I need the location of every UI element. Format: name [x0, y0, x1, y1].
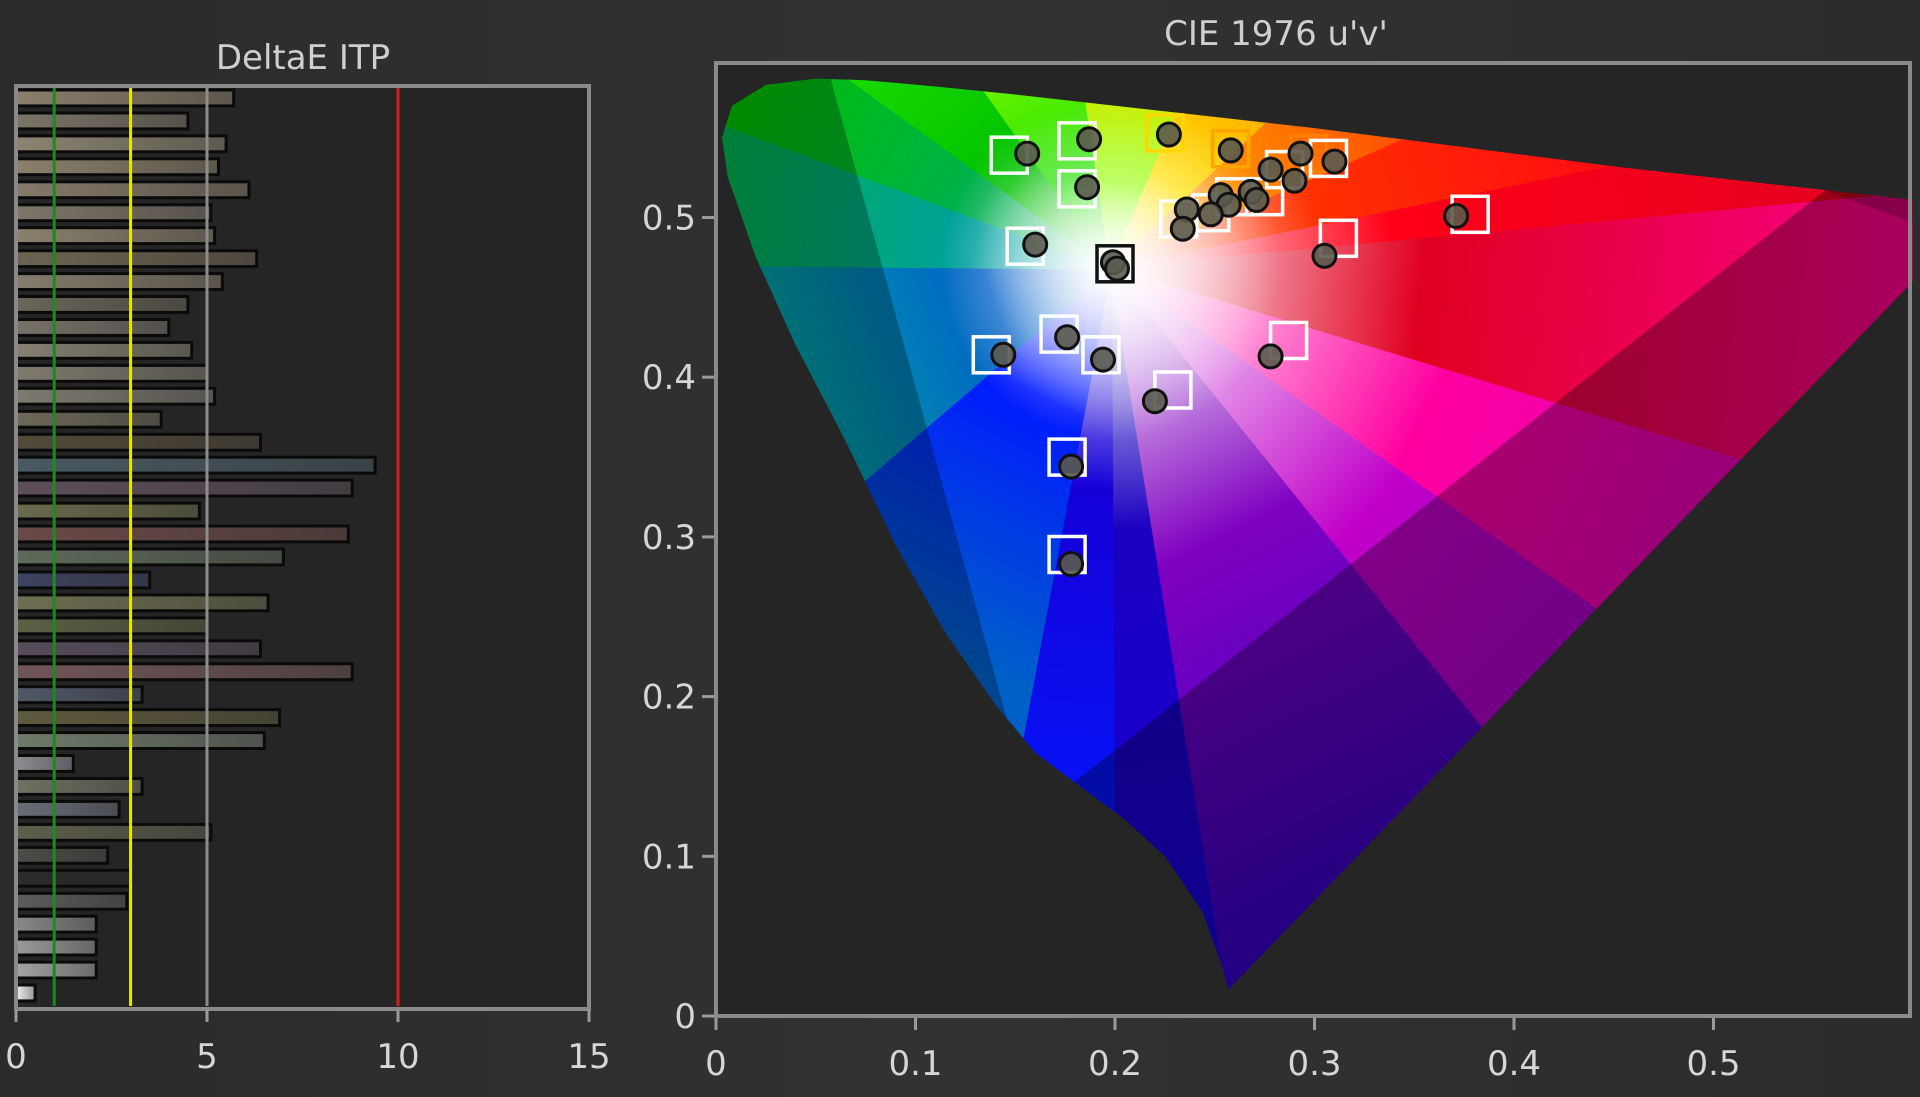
- deltae-bar: [14, 409, 163, 429]
- deltae-bar: [14, 960, 98, 980]
- deltae-bar: [14, 914, 98, 934]
- cie-chart-title: CIE 1976 u'v': [1164, 14, 1388, 54]
- cie-x-tick-label: 0.2: [1088, 1044, 1142, 1084]
- deltae-tick-label: 0: [5, 1037, 27, 1077]
- measured-point: [1155, 121, 1182, 148]
- cie-plot-frame: [714, 61, 1912, 1018]
- deltae-reference-lines: [52, 88, 400, 1006]
- measured-point: [1443, 202, 1470, 229]
- deltae-bar: [14, 524, 350, 544]
- deltae-bar: [14, 845, 110, 865]
- deltae-bar: [14, 363, 209, 383]
- deltae-bar: [14, 754, 75, 773]
- cie-y-tick-label: 0.4: [642, 358, 696, 398]
- measured-point: [1197, 201, 1224, 228]
- cie-x-tick-label: 0.1: [888, 1044, 942, 1084]
- cie-y-tick-label: 0.3: [642, 518, 696, 558]
- deltae-bar: [14, 180, 251, 200]
- deltae-bar: [14, 88, 236, 108]
- deltae-bar: [14, 111, 190, 131]
- deltae-bar: [14, 616, 209, 636]
- measured-point: [1022, 231, 1049, 258]
- deltae-bar: [14, 822, 213, 842]
- deltae-bar: [14, 272, 224, 292]
- gamut-shade-right: [1825, 169, 1913, 298]
- deltae-tick-label: 5: [196, 1037, 218, 1077]
- deltae-bar: [14, 983, 37, 1003]
- deltae-bar: [14, 662, 354, 682]
- target-square: [1081, 335, 1121, 375]
- deltae-bar: [14, 203, 213, 223]
- measured-point: [1090, 346, 1116, 373]
- measured-point: [1281, 167, 1308, 194]
- cie-measured-points: [990, 121, 1470, 577]
- cie-y-tick-label: 0.1: [642, 837, 696, 877]
- cie-x-tick-label: 0.5: [1686, 1044, 1740, 1084]
- deltae-bar: [14, 249, 259, 269]
- cie-y-tick-label: 0.2: [642, 678, 696, 718]
- deltae-bar: [14, 799, 121, 819]
- deltae-bar: [14, 386, 217, 406]
- measured-point: [1058, 551, 1085, 577]
- deltae-bar: [14, 478, 354, 498]
- deltae-bar: [14, 777, 144, 796]
- measured-point: [1311, 242, 1338, 269]
- measured-point: [1058, 453, 1085, 480]
- deltae-bar: [14, 295, 190, 314]
- deltae-bar: [14, 937, 98, 957]
- deltae-bar: [14, 547, 285, 567]
- cie-x-tick-label: 0: [705, 1044, 727, 1084]
- measured-point: [1243, 186, 1270, 213]
- deltae-bar: [14, 891, 129, 911]
- deltae-x-axis: 0 5 10 15: [5, 1010, 611, 1077]
- deltae-bar: [14, 226, 217, 246]
- deltae-plot-frame: [14, 84, 591, 1011]
- deltae-bar: [14, 134, 228, 154]
- deltae-bar: [14, 318, 171, 337]
- deltae-bar: [14, 455, 377, 475]
- deltae-bar: [14, 157, 220, 177]
- measured-point: [990, 341, 1017, 368]
- deltae-bar: [14, 340, 194, 360]
- measured-point: [1104, 255, 1130, 282]
- target-square: [1095, 244, 1135, 284]
- deltae-tick-label: 10: [376, 1037, 419, 1077]
- deltae-bar: [14, 639, 262, 659]
- measured-point: [1217, 137, 1244, 164]
- measured-point: [1257, 156, 1284, 183]
- deltae-bar: [14, 685, 144, 705]
- cie-y-tick-label: 0.5: [642, 199, 696, 239]
- measured-point: [1014, 140, 1041, 167]
- target-square: [1318, 218, 1359, 259]
- measured-point: [1054, 324, 1081, 351]
- deltae-chart-title: DeltaE ITP: [216, 38, 390, 78]
- measured-point: [1076, 126, 1103, 153]
- deltae-itp-bar-chart: DeltaE ITP 0 5 10 15: [5, 38, 610, 1077]
- deltae-bar: [14, 432, 262, 452]
- target-square: [1210, 129, 1251, 169]
- cie-y-tick-label: 0: [674, 997, 696, 1037]
- cie-uv-chart: CIE 1976 u'v' 0 0.1 0.2 0.3 0.4 0.5 0 0.1 0.2 0.3…: [642, 14, 1913, 1085]
- cie-axes: 0 0.1 0.2 0.3 0.4 0.5 0 0.1 0.2 0.3 0.4 0.5: [642, 199, 1741, 1085]
- cie-x-tick-label: 0.3: [1287, 1044, 1341, 1084]
- measured-point: [1321, 148, 1348, 175]
- deltae-bar: [14, 501, 201, 521]
- measured-point: [1141, 388, 1168, 415]
- deltae-tick-label: 15: [567, 1037, 610, 1077]
- measured-point: [1287, 140, 1314, 167]
- measured-point: [1257, 343, 1284, 370]
- target-square: [1145, 113, 1185, 153]
- deltae-bar: [14, 868, 133, 888]
- target-square: [1268, 320, 1309, 361]
- measured-point: [1169, 215, 1196, 242]
- cie-x-tick-label: 0.4: [1487, 1044, 1541, 1084]
- measured-point: [1074, 174, 1101, 201]
